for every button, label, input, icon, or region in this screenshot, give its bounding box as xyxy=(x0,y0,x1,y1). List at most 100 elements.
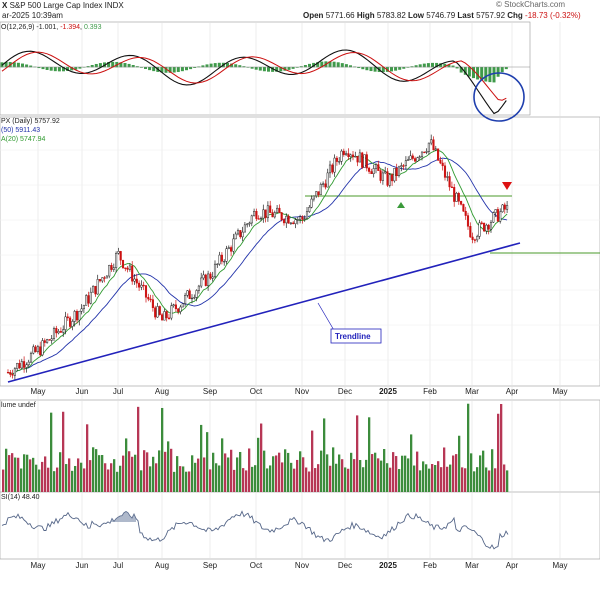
trendline xyxy=(7,242,521,383)
macd-histogram-bar xyxy=(258,67,262,71)
ma20-line xyxy=(7,149,508,375)
volume-bar xyxy=(290,462,293,492)
candle-body xyxy=(303,218,306,220)
candle-body xyxy=(416,157,419,162)
candle-body xyxy=(333,157,336,173)
candle-body xyxy=(448,176,451,188)
candle-body xyxy=(432,139,435,151)
volume-bar xyxy=(80,462,83,492)
volume-bar xyxy=(329,465,332,492)
macd-histogram-bar xyxy=(250,67,254,69)
candle-body xyxy=(250,215,253,224)
candle-body xyxy=(420,151,424,157)
volume-bar xyxy=(320,450,323,492)
macd-histogram-bar xyxy=(275,67,279,72)
volume-bar xyxy=(140,470,143,492)
macd-histogram-bar xyxy=(74,67,78,70)
macd-histogram-bar xyxy=(201,65,205,68)
volume-bar xyxy=(296,459,299,492)
macd-histogram-bar xyxy=(373,67,377,72)
candle-body xyxy=(411,155,414,159)
candle-body xyxy=(269,205,272,213)
index-name: S&P 500 Large Cap Index xyxy=(9,1,103,10)
candle-body xyxy=(363,154,366,168)
volume-bar xyxy=(221,438,224,492)
candle-body xyxy=(110,265,113,270)
volume-bar xyxy=(326,454,329,492)
volume-bar xyxy=(347,468,350,492)
macd-label-prefix: O(12,26,9) xyxy=(1,24,35,31)
volume-bar xyxy=(251,466,254,492)
volume-bar xyxy=(68,458,71,492)
macd-histogram-bar xyxy=(98,63,102,68)
volume-bar xyxy=(281,462,284,492)
candle-body xyxy=(85,295,88,306)
timestamp: ar-2025 10:39am xyxy=(2,11,63,20)
low-value: 5746.79 xyxy=(426,11,456,20)
candle-body xyxy=(29,352,33,363)
candle-body xyxy=(184,295,187,304)
volume-bar xyxy=(119,465,122,492)
candle-body xyxy=(262,209,265,219)
volume-bar xyxy=(392,452,395,492)
candle-body xyxy=(154,307,157,318)
candle-body xyxy=(278,207,281,213)
candle-body xyxy=(328,164,332,174)
candle-body xyxy=(133,278,136,282)
candle-body xyxy=(50,338,53,341)
macd-histogram-bar xyxy=(90,64,94,68)
x-tick-label: Jun xyxy=(76,561,89,570)
macd-histogram-bar xyxy=(164,67,168,73)
volume-bar xyxy=(452,455,455,492)
candle-body xyxy=(167,317,171,319)
volume-bar xyxy=(245,470,248,492)
candle-body xyxy=(372,168,375,175)
volume-bar xyxy=(128,451,131,492)
price-candles xyxy=(6,134,509,380)
volume-bar xyxy=(305,467,308,492)
volume-bar xyxy=(461,467,464,492)
candle-body xyxy=(174,304,177,310)
macd-histogram-bar xyxy=(41,67,45,70)
candle-body xyxy=(381,172,384,181)
header-left: X S&P 500 Large Cap Index INDX xyxy=(2,1,124,10)
candle-body xyxy=(101,277,104,282)
candle-body xyxy=(140,284,143,288)
candle-body xyxy=(218,254,221,265)
ma50-label: (50) 5911.43 xyxy=(1,127,41,134)
candle-body xyxy=(492,212,495,223)
candle-body xyxy=(246,223,249,226)
candle-body xyxy=(78,311,81,321)
volume-bar xyxy=(197,458,200,492)
macd-signal-line xyxy=(1,51,507,101)
candle-body xyxy=(397,166,401,176)
candle-body xyxy=(243,224,246,233)
candle-body xyxy=(476,236,479,241)
volume-bar xyxy=(362,467,365,492)
volume-bar xyxy=(488,470,491,492)
volume-bar xyxy=(422,461,425,492)
macd-histogram-bar xyxy=(369,67,373,72)
candle-body xyxy=(147,297,150,300)
volume-bar xyxy=(164,451,167,492)
macd-histogram-bar xyxy=(45,67,49,70)
candle-body xyxy=(124,267,127,269)
candle-body xyxy=(200,277,203,287)
candle-body xyxy=(170,305,173,319)
volume-bar xyxy=(173,471,176,492)
volume-bar xyxy=(104,463,107,492)
x-tick-label: Oct xyxy=(250,387,263,396)
candle-body xyxy=(151,299,154,308)
candle-body xyxy=(163,311,166,321)
macd-histogram-bar xyxy=(365,67,369,71)
macd-histogram-bar xyxy=(21,63,24,68)
candle-body xyxy=(131,265,134,282)
candle-body xyxy=(248,222,251,225)
volume-bar xyxy=(188,471,191,492)
candle-body xyxy=(43,340,46,343)
volume-bar xyxy=(464,468,467,492)
macd-histogram-bar xyxy=(435,62,439,68)
candle-body xyxy=(462,204,465,212)
volume-bar xyxy=(476,467,479,492)
macd-histogram-bar xyxy=(303,65,307,68)
